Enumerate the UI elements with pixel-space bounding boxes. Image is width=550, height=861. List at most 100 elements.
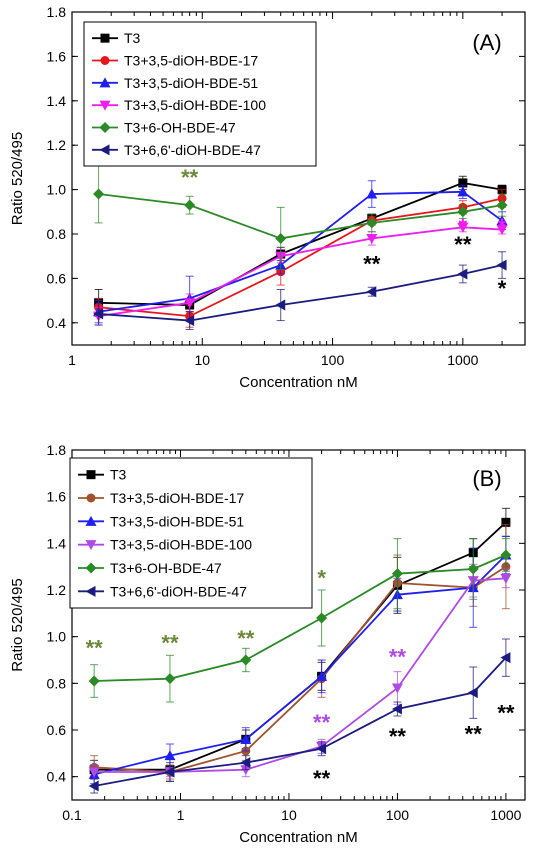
panel-a-axes-frame [71,11,526,346]
panel-a-legend-swatch-marker [99,100,111,111]
panel-b-legend-swatch-marker [86,470,96,480]
panel-b-y-tick-label: 1.2 [47,582,67,598]
panel-a-legend-label: T3+6-OH-BDE-47 [124,120,236,136]
panel-b-series-line [93,657,507,787]
panel-a-x-tick-label: 1 [68,352,76,368]
panel-b-significance-mark: ** [237,626,255,651]
panel-a-series-1 [94,189,507,328]
panel-b-series-4 [88,538,512,703]
panel-a-series-line [98,197,503,318]
panel-b-x-tick-label: 100 [386,807,410,823]
panel-b-y-tick-label: 1.8 [47,442,67,458]
panel-a-series-0 [94,175,507,317]
panel-b-x-tick-label: 1000 [490,807,521,823]
panel-b-data-point [164,766,175,778]
panel-a-significance-mark: ** [454,232,472,257]
panel-a-data-point [496,225,508,236]
panel-a-y-tick-label: 1.4 [47,93,67,109]
panel-b-y-tick-label: 1.0 [47,629,67,645]
panel-b-data-point [88,767,100,778]
panel-b-significance-mark: ** [161,631,179,656]
panel-a-legend-swatch-marker [99,77,111,88]
panel-b-x-tick-label: 0.1 [62,807,82,823]
panel-b-legend-swatch-marker [85,540,97,551]
panel-a-series-line [98,226,503,318]
panel-b-y-tick-label: 0.8 [47,675,67,691]
panel-b-significance-mark: ** [86,635,104,660]
panel-b-legend-label: T3 [110,467,127,483]
panel-a-legend-label: T3+3,5-diOH-BDE-51 [124,75,258,91]
panel-b-legend-swatch-marker [85,585,96,597]
panel-a-significance-mark: * [459,214,468,239]
panel-a-significance-mark: * [498,214,507,239]
panel-a-y-tick-label: 0.6 [47,270,67,286]
panel-b-significance-mark: ** [465,722,483,747]
panel-b-significance-mark: * [317,565,326,590]
panel-a-x-tick-label: 10 [194,352,210,368]
panel-a-data-point [93,188,105,200]
panel-b-data-point [501,517,511,527]
panel-a-significance-mark: ** [181,165,199,190]
panel-b-x-tick-label: 10 [281,807,297,823]
panel-a-series-line [98,193,503,240]
panel-b-legend-label: T3+6,6'-diOH-BDE-47 [110,583,247,599]
panel-a-data-point [366,286,377,298]
panel-a-panel-label: (A) [472,30,501,55]
panel-a-x-tick-label: 100 [321,352,345,368]
panel-a-data-point [366,217,378,229]
panel-a-data-point [275,299,286,311]
panel-a-series-line [98,190,503,313]
panel-a-series-4 [93,164,508,271]
panel-a-data-point [366,233,378,244]
panel-a-data-point [496,215,508,226]
panel-a-y-tick-label: 0.4 [47,315,67,331]
panel-b-y-tick-label: 1.4 [47,535,67,551]
panel-b-y-axis-label: Ratio 520/495 [9,578,26,671]
panel-b-data-point [240,654,252,666]
panel-a-x-axis-label: Concentration nM [239,374,357,391]
panel-a-legend-box [83,21,317,167]
panel-a-significance-mark: * [498,276,507,301]
panel-b-data-point [316,612,328,624]
panel-b-legend-label: T3+6-OH-BDE-47 [110,560,222,576]
panel-b-y-tick-label: 1.6 [47,489,67,505]
panel-a-data-point [457,222,469,233]
panel-b-significance-mark: ** [497,701,515,726]
panel-b-data-point [164,673,176,685]
panel-b-y-tick-label: 0.4 [47,769,67,785]
panel-a-legend-swatch-marker [99,122,111,133]
panel-b-y-tick-label: 0.6 [47,722,67,738]
panel-b-data-point [391,683,403,694]
panel-a-data-point [366,188,378,199]
panel-a-series-5 [93,251,507,330]
panel-b-significance-mark: ** [313,766,331,791]
panel-b-legend-label: T3+3,5-diOH-BDE-17 [110,490,244,506]
panel-a-data-point [496,259,507,271]
panel-a-plot: 0.4 0.6 0.8 1.0 1.2 1.4 1.6 1.8 1 10 100 1000 Concen… [9,4,526,391]
panel-b-legend-box [69,457,313,609]
panel-a-data-point [184,298,196,309]
panel-b-data-point [500,573,512,584]
panel-a-data-point [457,186,469,197]
panel-b-data-point [467,687,478,699]
panel-b-data-point [88,780,99,792]
panel-b-data-point [467,563,479,575]
panel-b-legend-label: T3+3,5-diOH-BDE-51 [110,513,244,529]
panel-b-data-point [391,568,403,580]
panel-a-legend-label: T3+3,5-diOH-BDE-17 [124,53,258,69]
panel-b-legend-swatch-marker [85,562,97,574]
panel-b-significance-mark: ** [389,645,407,670]
panel-b-x-axis-label: Concentration nM [239,829,357,846]
panel-b-data-point [500,549,512,561]
panel-b-legend-swatch-marker [85,515,97,526]
panel-a-y-tick-label: 1.2 [47,137,67,153]
panel-b-significance-mark: ** [389,724,407,749]
panel-a-series-3 [93,222,508,326]
panel-a-data-point [275,232,287,244]
panel-b-data-point [391,703,402,715]
panel-a-data-point [457,206,469,218]
panel-a-y-axis-label: Ratio 520/495 [9,132,26,225]
panel-a-y-tick-label: 1.6 [47,48,67,64]
